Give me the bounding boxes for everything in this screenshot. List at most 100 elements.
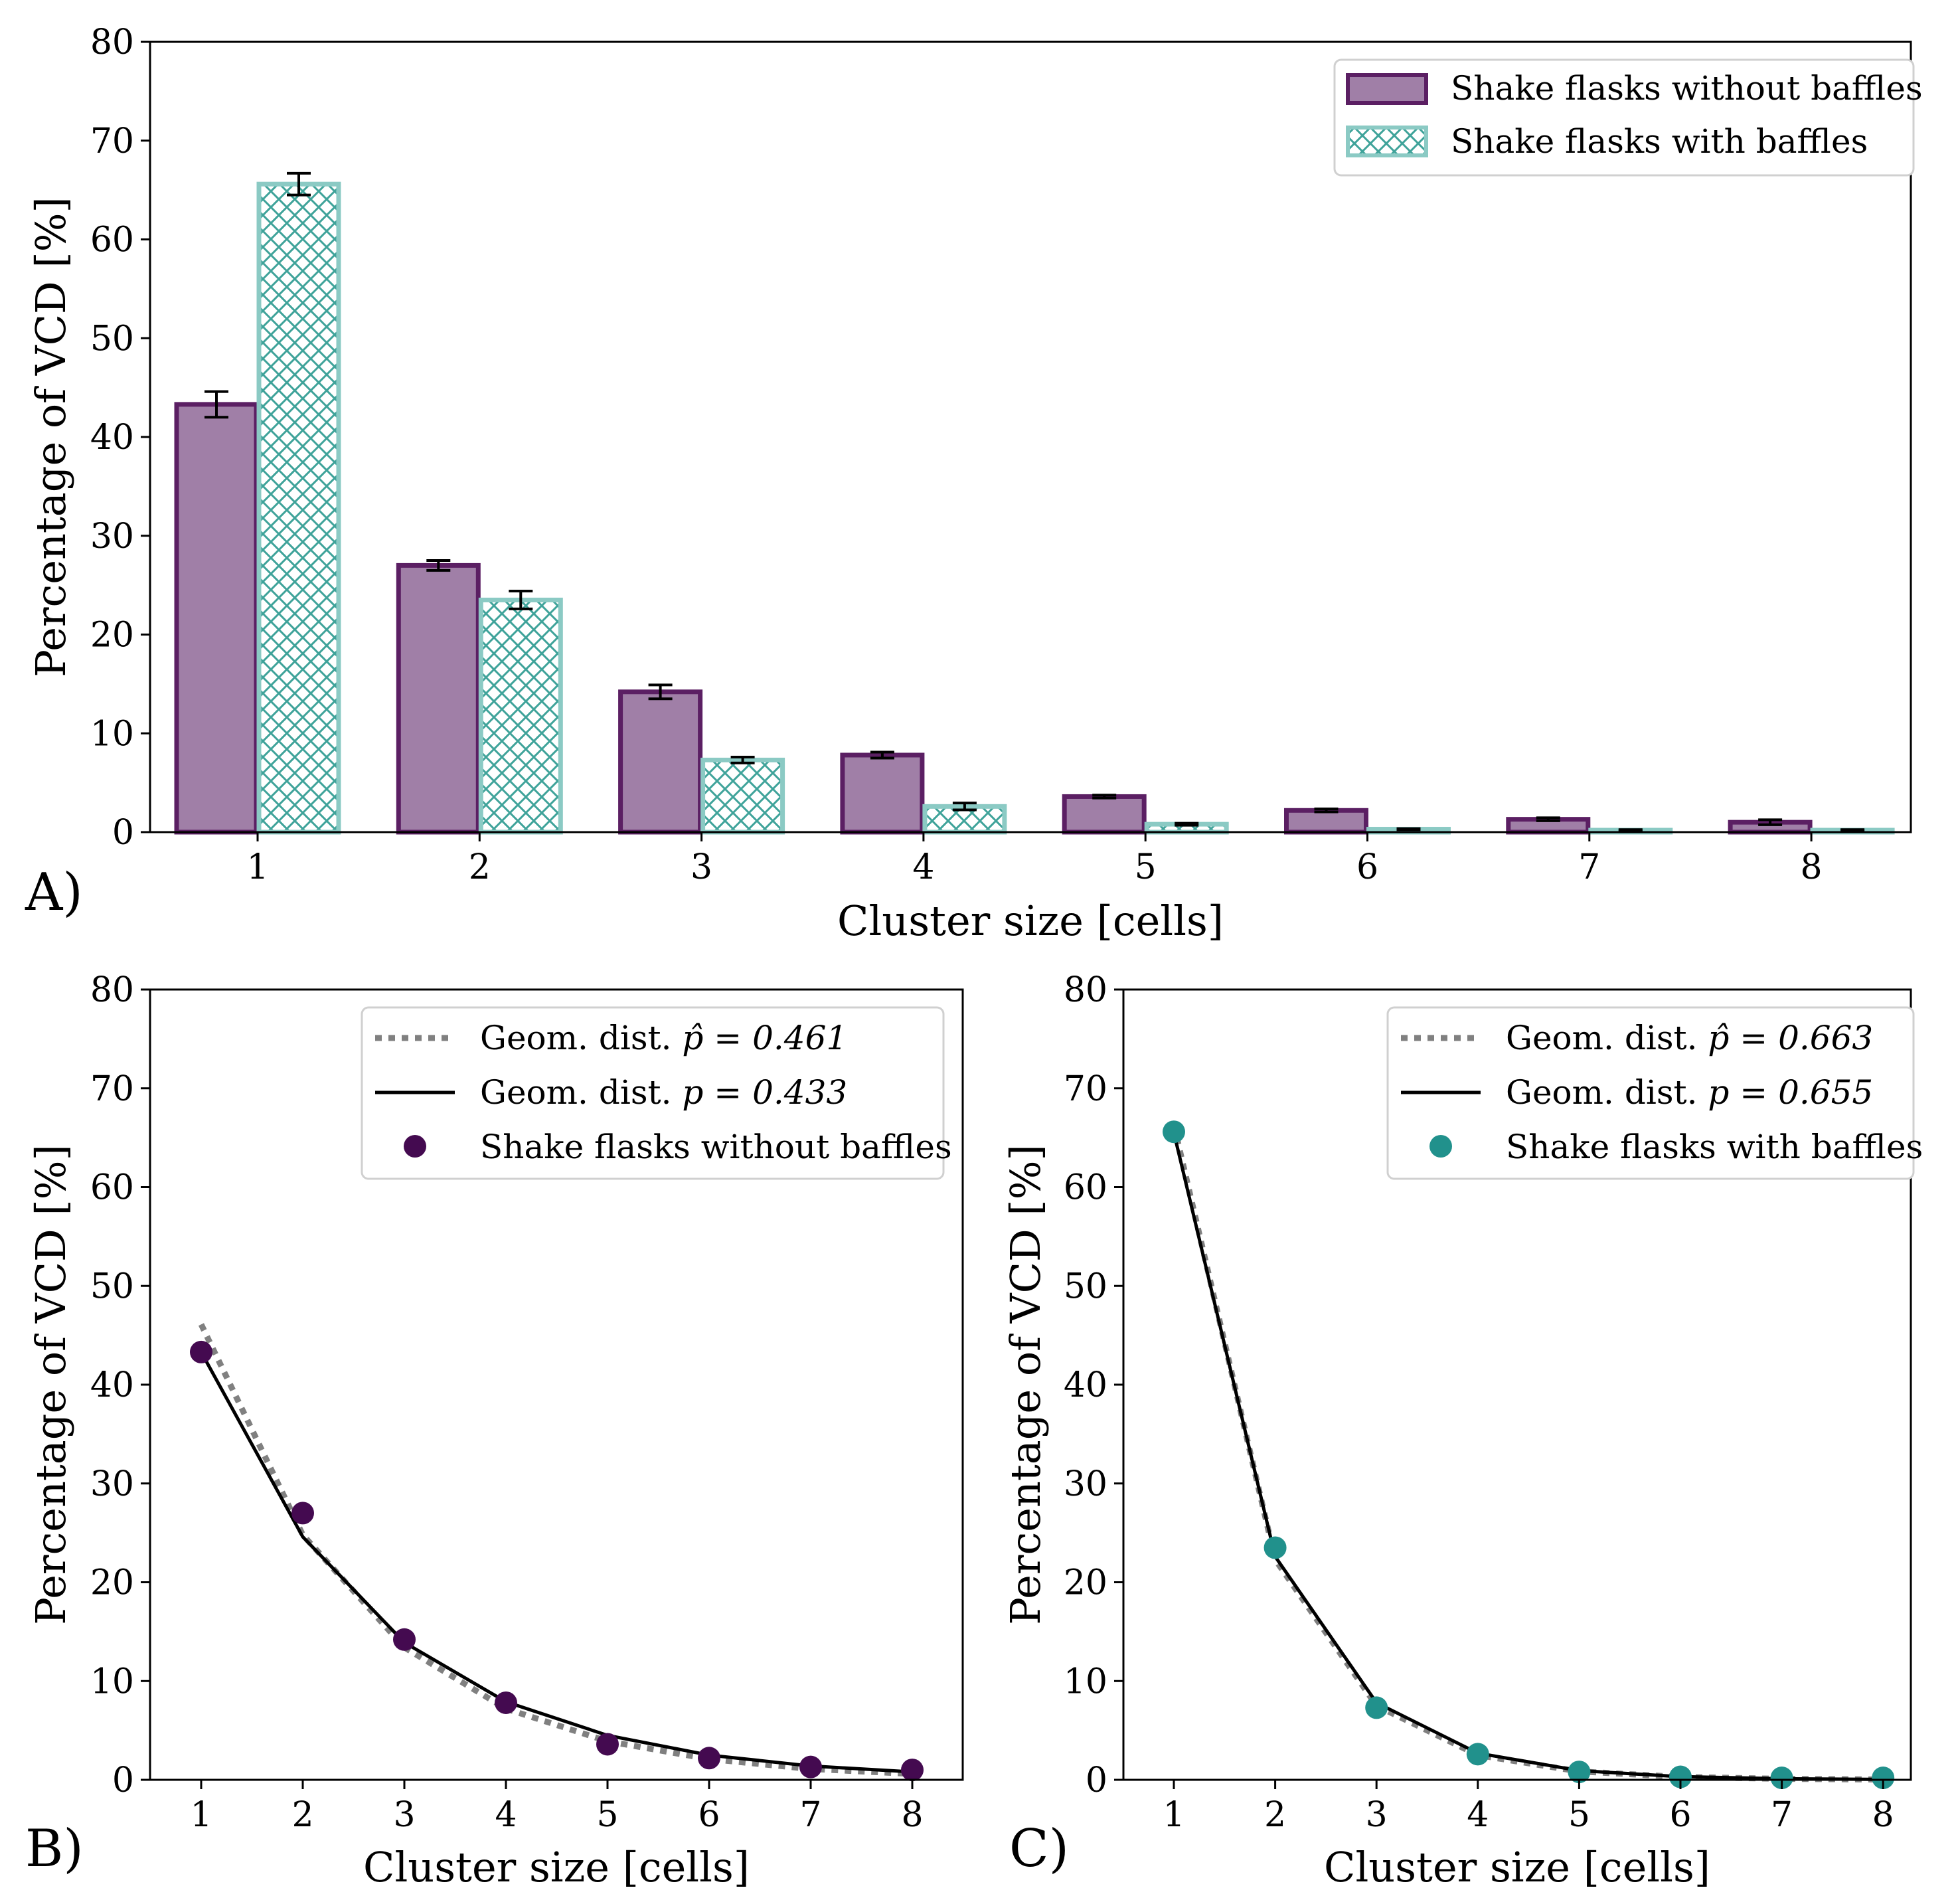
panel-b-legend-box — [361, 1006, 945, 1180]
panel-c-xtick-label: 7 — [1771, 1795, 1793, 1835]
panel-b-ytick-label: 50 — [90, 1266, 134, 1306]
legend-label-points-b: Shake flasks without baffles — [480, 1128, 952, 1166]
legend-math-geom-fit-b: p̂ = 0.461 — [682, 1019, 847, 1057]
panel-c-xlabel: Cluster size [cells] — [1324, 1843, 1710, 1891]
error-bar-with-baffles-2 — [509, 590, 533, 610]
panel-c-data-point-6 — [1669, 1765, 1692, 1788]
panel-b-ytick-label: 60 — [90, 1168, 134, 1208]
legend-label-with-baffles: Shake flasks with baffles — [1451, 122, 1868, 161]
panel-c-xtick-label: 4 — [1467, 1795, 1489, 1835]
panel-b-data-point-2 — [291, 1502, 314, 1525]
panel-c-geom-mean-solid-line — [1172, 1132, 1884, 1781]
panel-c-legend-box — [1386, 1006, 1915, 1180]
panel-b-xtick-label: 3 — [393, 1795, 415, 1835]
bar-without-baffles-3 — [618, 689, 703, 835]
panel-b-ytick-label: 70 — [90, 1069, 134, 1109]
panel-c-xtick-label: 5 — [1568, 1795, 1590, 1835]
panel-b-ytick-label: 30 — [90, 1464, 134, 1504]
panel-a-label: A) — [25, 863, 83, 922]
panel-c-xtick-label: 6 — [1669, 1795, 1691, 1835]
error-bar-without-baffles-5 — [1092, 794, 1117, 800]
panel-a-xtick-label: 6 — [1356, 847, 1378, 887]
panel-c-data-point-2 — [1263, 1536, 1287, 1559]
panel-c-data-point-3 — [1365, 1696, 1388, 1719]
legend-label-geom-mean-b: Geom. dist. p = 0.433 — [480, 1073, 847, 1112]
panel-b-xtick-label: 8 — [901, 1795, 923, 1835]
panel-c-ytick-label: 50 — [1064, 1266, 1107, 1306]
panel-b-xlabel: Cluster size [cells] — [363, 1843, 750, 1891]
panel-a-xtick-label: 2 — [469, 847, 491, 887]
panel-b-data-point-1 — [190, 1340, 212, 1363]
error-bar-without-baffles-3 — [648, 683, 673, 701]
legend-marker-with-baffles — [1429, 1135, 1452, 1158]
legend-label-points-c: Shake flasks with baffles — [1506, 1128, 1923, 1166]
panel-b-label: B) — [25, 1819, 84, 1879]
panel-c-xtick-label: 3 — [1366, 1795, 1388, 1835]
legend-name-geom-mean-b: Geom. dist. — [480, 1073, 671, 1112]
bar-without-baffles-6 — [1284, 808, 1368, 835]
panel-a-xtick-label: 7 — [1578, 847, 1600, 887]
panel-c-legend: Geom. dist. p̂ = 0.663 Geom. dist. p = 0… — [1386, 1006, 1923, 1180]
error-bar-with-baffles-1 — [287, 171, 311, 197]
panel-a-ytick-label: 50 — [90, 319, 134, 359]
legend-math-geom-fit-c: p̂ = 0.663 — [1708, 1019, 1873, 1057]
panel-a-ytick-label: 30 — [90, 517, 134, 557]
bar-without-baffles-5 — [1062, 794, 1147, 835]
panel-a-ytick-label: 20 — [90, 616, 134, 655]
panel-a-xtick-label: 3 — [691, 847, 712, 887]
panel-a-ytick-label: 70 — [90, 122, 134, 161]
panel-c-xtick-label: 1 — [1163, 1795, 1184, 1835]
error-bar-without-baffles-1 — [204, 390, 228, 419]
error-bar-with-baffles-7 — [1618, 828, 1643, 832]
panel-b-ytick-label: 40 — [90, 1365, 134, 1405]
panel-b-data-point-5 — [596, 1733, 619, 1756]
legend-swatch-with-baffles — [1346, 126, 1428, 157]
panel-b-ytick-label: 10 — [90, 1662, 134, 1701]
panel-a-ytick-label: 0 — [112, 813, 134, 853]
panel-c-xtick-label: 8 — [1872, 1795, 1894, 1835]
panel-c-ytick-label: 10 — [1064, 1662, 1107, 1701]
panel-b-data-point-3 — [393, 1628, 416, 1651]
panel-c-line-chart: 1 2 3 4 5 6 7 8 0 10 20 30 40 50 60 70 80 Cluster size … — [1001, 970, 1923, 1891]
panel-a-legend-box — [1333, 58, 1915, 177]
error-bar-without-baffles-2 — [426, 559, 451, 572]
error-bar-without-baffles-6 — [1314, 808, 1339, 814]
panel-c-label: C) — [1009, 1819, 1069, 1879]
legend-name-geom-fit-b: Geom. dist. — [480, 1019, 671, 1057]
error-bar-without-baffles-7 — [1536, 816, 1560, 822]
bar-without-baffles-1 — [174, 402, 259, 835]
panel-c-data-point-8 — [1872, 1767, 1895, 1790]
panel-a-xlabel: Cluster size [cells] — [837, 897, 1224, 945]
legend-label-geom-fit-b: Geom. dist. p̂ = 0.461 — [480, 1019, 847, 1057]
panel-b-ytick-label: 80 — [90, 970, 134, 1010]
panel-a-ytick-label: 10 — [90, 714, 134, 754]
legend-name-geom-mean-c: Geom. dist. — [1506, 1073, 1697, 1112]
error-bar-without-baffles-8 — [1758, 818, 1783, 826]
panel-c-data-point-5 — [1568, 1761, 1591, 1784]
panel-c-ytick-label: 20 — [1064, 1563, 1107, 1603]
panel-b-xtick-label: 1 — [190, 1795, 212, 1835]
panel-a-ylabel: Percentage of VCD [%] — [27, 197, 75, 677]
panel-b-geom-fit-dotted-line — [198, 1323, 913, 1777]
panel-b-xtick-label: 4 — [495, 1795, 517, 1835]
panel-c-data-point-7 — [1770, 1767, 1793, 1790]
panel-b-data-point-8 — [901, 1759, 924, 1782]
panel-c-xtick-label: 2 — [1264, 1795, 1286, 1835]
panel-c-data-point-4 — [1466, 1743, 1489, 1766]
legend-name-geom-fit-c: Geom. dist. — [1506, 1019, 1697, 1057]
bar-without-baffles-2 — [396, 563, 481, 835]
error-bar-with-baffles-8 — [1840, 828, 1865, 832]
panel-a-bar-chart: 1 2 3 4 5 6 7 8 0 10 20 30 40 50 60 70 80 Cluster size … — [25, 23, 1923, 945]
error-bar-with-baffles-3 — [730, 755, 755, 764]
panel-c-data-point-1 — [1163, 1120, 1185, 1144]
legend-marker-without-baffles — [404, 1135, 426, 1158]
error-bar-without-baffles-4 — [870, 750, 894, 760]
legend-math-geom-mean-b: p = 0.433 — [682, 1073, 847, 1112]
panel-c-ytick-label: 60 — [1064, 1168, 1107, 1208]
panel-b-data-point-7 — [799, 1755, 822, 1778]
panel-c-ytick-label: 70 — [1064, 1069, 1107, 1109]
legend-label-geom-mean-c: Geom. dist. p = 0.655 — [1506, 1073, 1873, 1112]
legend-math-geom-mean-c: p = 0.655 — [1708, 1073, 1873, 1112]
panel-b-data-point-6 — [698, 1747, 720, 1770]
